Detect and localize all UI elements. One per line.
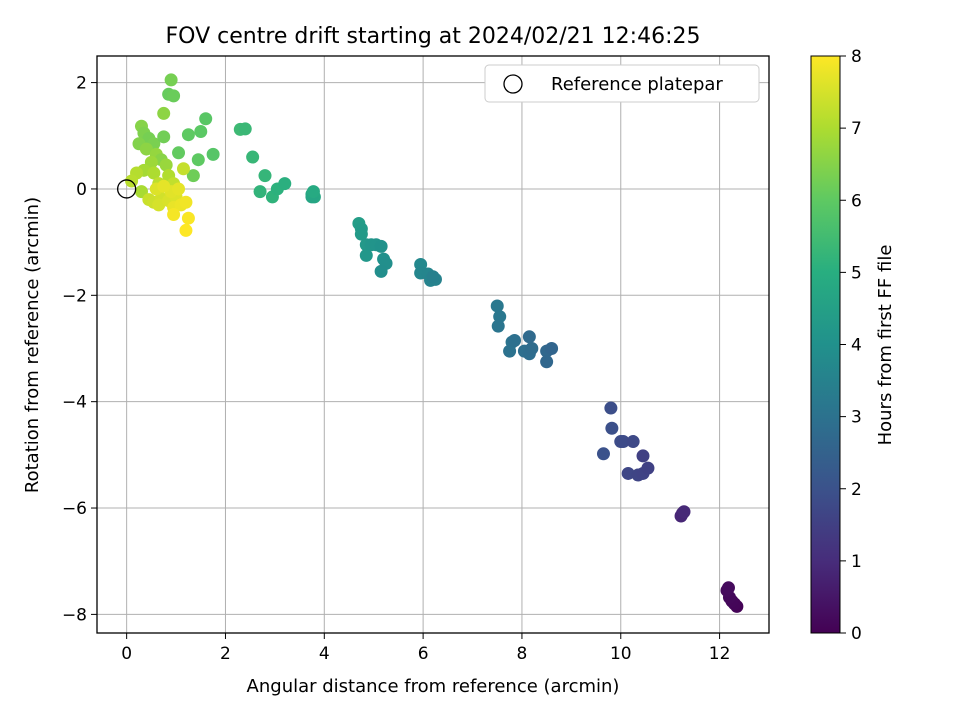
data-point (525, 341, 539, 355)
data-point (490, 299, 504, 313)
y-tick-label: −8 (62, 605, 87, 625)
colorbar-ticks: 0 1 2 3 4 5 6 7 8 (840, 47, 862, 644)
legend-box: Reference platepar (484, 64, 760, 103)
data-point (181, 211, 195, 225)
data-point (621, 466, 635, 480)
data-point (677, 505, 691, 519)
data-point (493, 310, 507, 324)
data-point (508, 334, 522, 348)
data-point (426, 270, 440, 284)
data-point (186, 169, 200, 183)
colorbar-tick-label: 7 (851, 119, 862, 139)
plot-frame (96, 55, 770, 634)
scatter-points (116, 73, 744, 613)
data-point (191, 153, 205, 167)
data-point (306, 185, 320, 199)
data-point (157, 179, 171, 193)
colorbar-tick-label: 8 (851, 47, 862, 67)
chart-title: FOV centre drift starting at 2024/02/21 … (166, 24, 701, 49)
x-tick-label: 2 (220, 644, 231, 664)
data-point (246, 150, 260, 164)
colorbar: 0 1 2 3 4 5 6 7 8 Hours from first FF file (810, 47, 896, 644)
colorbar-tick-label: 2 (851, 480, 862, 500)
y-tick-label: −6 (62, 499, 87, 519)
y-axis-ticks: 2 0 −2 −4 −6 −8 (62, 74, 97, 625)
data-point (503, 344, 517, 358)
x-tick-label: 0 (121, 644, 132, 664)
data-point (253, 185, 267, 199)
colorbar-tick-label: 0 (851, 624, 862, 644)
data-point (179, 195, 193, 209)
x-tick-label: 10 (610, 644, 632, 664)
data-point (636, 449, 650, 463)
y-axis-label: Rotation from reference (arcmin) (22, 197, 43, 493)
data-point (167, 207, 181, 221)
data-point (157, 130, 171, 144)
x-tick-label: 4 (319, 644, 330, 664)
data-point (181, 128, 195, 142)
data-point (172, 146, 186, 160)
x-axis-label: Angular distance from reference (arcmin) (247, 676, 620, 697)
data-point (157, 106, 171, 120)
data-point (604, 401, 618, 415)
data-point (626, 435, 640, 449)
data-point (616, 435, 630, 449)
data-point (641, 461, 655, 475)
data-point (179, 223, 193, 237)
data-point (545, 341, 559, 355)
data-point (206, 147, 220, 161)
data-point (139, 142, 153, 156)
colorbar-tick-label: 3 (851, 408, 862, 428)
data-point (374, 239, 388, 253)
data-point (605, 421, 619, 435)
data-point (147, 166, 161, 180)
data-point (159, 158, 173, 172)
data-point (522, 330, 536, 344)
x-tick-label: 12 (709, 644, 731, 664)
y-tick-label: 0 (76, 180, 87, 200)
y-tick-label: −2 (62, 286, 87, 306)
data-point (374, 264, 388, 278)
grid-lines (97, 56, 769, 633)
data-point (258, 169, 272, 183)
legend-entry-reference: Reference platepar (551, 74, 723, 95)
x-axis-ticks: 0 2 4 6 8 10 12 (121, 633, 730, 664)
reference-platepar-marker (116, 179, 137, 199)
data-point (199, 112, 213, 126)
y-tick-label: 2 (76, 74, 87, 94)
data-point (172, 182, 186, 196)
data-point (359, 248, 373, 262)
data-point (540, 355, 554, 369)
colorbar-label: Hours from first FF file (875, 245, 896, 446)
data-point (596, 447, 610, 461)
colorbar-tick-label: 4 (851, 336, 862, 356)
data-point (164, 73, 178, 87)
data-point (238, 122, 252, 136)
x-tick-label: 6 (418, 644, 429, 664)
data-point (354, 227, 368, 241)
data-point (194, 125, 208, 139)
colorbar-tick-label: 1 (851, 552, 862, 572)
y-tick-label: −4 (62, 393, 87, 413)
colorbar-tick-label: 6 (851, 191, 862, 211)
legend-marker-reference (503, 74, 523, 94)
colorbar-tick-label: 5 (851, 263, 862, 283)
data-point (167, 89, 181, 103)
colorbar-gradient (810, 55, 841, 634)
data-point (176, 162, 190, 176)
data-point (278, 177, 292, 191)
x-tick-label: 8 (517, 644, 528, 664)
data-point (721, 581, 735, 595)
data-point (152, 198, 166, 212)
data-point (491, 319, 505, 333)
